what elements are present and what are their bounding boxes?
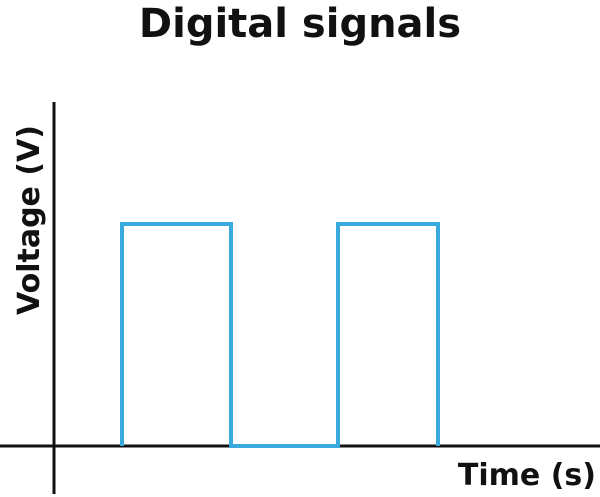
y-axis-label: Voltage (V) — [12, 125, 47, 315]
x-axis-label: Time (s) — [457, 458, 596, 493]
square-wave-signal — [120, 222, 440, 448]
diagram-title: Digital signals — [138, 1, 462, 47]
